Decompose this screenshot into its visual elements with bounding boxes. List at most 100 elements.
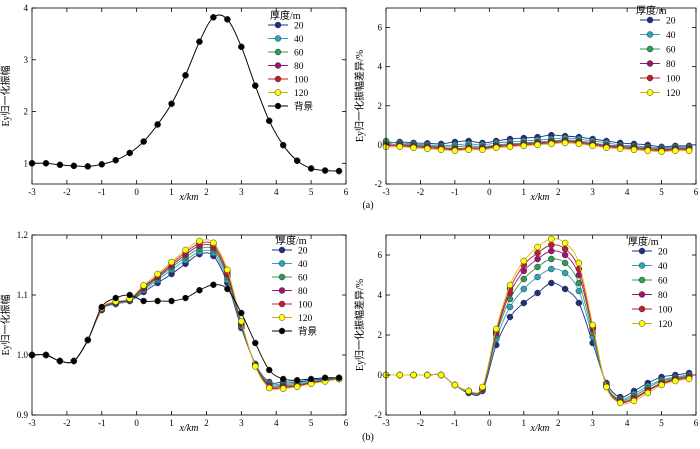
y-tick-label: 4 [378,290,383,300]
legend-marker [274,21,282,29]
data-point-背景 [154,121,161,128]
legend-marker [646,45,654,53]
data-point-120 [575,259,583,267]
y-tick-label: 2 [24,107,29,117]
data-point-背景 [252,339,259,347]
data-point-120 [210,239,217,247]
legend-label: 40 [666,31,676,41]
data-point-背景 [182,72,189,79]
data-point-120 [658,381,665,389]
y-tick-label: 1.1 [17,290,28,300]
legend-marker [278,273,286,281]
legend-label: 60 [294,49,304,59]
data-point-120 [603,383,610,391]
panel-a-left: -3 -2 -1 0 1 2 3 4 5 6 1 2 3 4 x/km Ey归一化振幅 厚度/m 20 40… [0,3,349,203]
x-tick-label: 0 [487,187,492,197]
data-point-20 [561,285,569,293]
legend-item-100: 100 [272,301,313,311]
legend-marker [638,247,646,255]
x-tick-label: 6 [344,418,349,428]
y-axis-label-a-left: Ey归一化振幅 [0,65,12,126]
y-tick-label: 2 [378,101,383,111]
legend-marker [274,102,282,110]
data-point-120 [672,377,679,385]
legend-marker [278,300,286,308]
x-axis-label-b-right: x/km [530,423,550,434]
x-tick-label: 5 [309,187,314,197]
legend-label: 背景 [294,101,313,113]
legend-item-背景: 背景 [268,101,313,113]
x-tick-label: 4 [274,187,279,197]
data-point-背景 [307,375,315,383]
data-point-60 [575,279,583,287]
x-tick-label: 0 [487,418,492,428]
data-point-120 [548,235,555,243]
legend-marker [274,48,282,56]
data-point-120 [603,144,610,152]
data-point-背景 [42,160,50,167]
data-point-120 [685,375,693,383]
data-point-20 [548,279,555,287]
data-point-120 [492,144,500,152]
data-point-背景 [140,297,147,305]
x-tick-label: 5 [309,418,314,428]
x-tick-label: -3 [28,418,36,428]
legend-item-20: 20 [272,247,308,257]
x-tick-label: 4 [625,418,630,428]
plot-area-a-right [382,131,693,155]
y-axis-label-a-right: Ey归一化振幅差异/% [353,50,366,142]
x-axis-label-a-right: x/km [530,192,550,203]
data-point-背景 [321,374,329,382]
data-point-背景 [98,303,106,311]
data-point-背景 [335,374,343,382]
data-point-20 [575,299,583,307]
data-point-背景 [140,138,147,145]
legend-title-a-right: 厚度/m [636,4,667,17]
legend-marker [638,291,646,298]
data-point-120 [534,243,541,251]
legend-label: 80 [294,62,304,72]
legend-marker [278,327,286,335]
legend-label: 背景 [298,326,317,338]
data-point-背景 [70,162,78,170]
legend-item-120: 120 [268,89,309,99]
data-point-背景 [112,294,119,302]
legend-item-100: 100 [268,76,309,86]
legend-label: 100 [658,306,673,316]
data-point-背景 [112,156,119,164]
legend-label: 40 [298,260,308,270]
legend-label: 60 [666,46,676,56]
legend-title-b-left: 厚度/m [276,234,307,247]
ticks-a-left: -3 -2 -1 0 1 2 3 4 5 6 1 2 3 4 [24,3,349,197]
data-point-120 [479,146,486,154]
legend-marker [274,35,282,42]
legend-label: 60 [658,277,668,287]
data-point-40 [548,265,555,273]
data-point-120 [396,143,404,151]
data-point-背景 [84,336,92,344]
legend-item-20: 20 [640,17,676,27]
data-point-120 [589,142,596,150]
data-point-120 [575,140,583,148]
legend-item-60: 60 [272,274,308,284]
data-point-120 [630,146,638,154]
data-point-120 [616,145,624,153]
x-tick-label: 0 [134,418,139,428]
data-point-120 [492,325,500,333]
y-axis-label-b-right: Ey归一化振幅差异/% [353,279,366,371]
legend-label: 80 [666,60,676,70]
x-axis-label-a-left: x/km [179,192,199,203]
data-point-120 [561,139,569,147]
legend-label: 20 [294,22,304,32]
legend-marker [278,260,286,267]
x-tick-label: 5 [659,187,664,197]
legend-item-60: 60 [632,277,668,287]
data-point-120 [644,389,652,397]
legend-marker [646,74,654,82]
data-point-20 [534,289,541,297]
data-point-80 [548,247,555,255]
data-point-80 [520,267,528,275]
legend-a-left: 厚度/m 20 40 60 80 100 120 背景 [268,9,313,113]
panel-label-b: (b) [362,432,374,443]
